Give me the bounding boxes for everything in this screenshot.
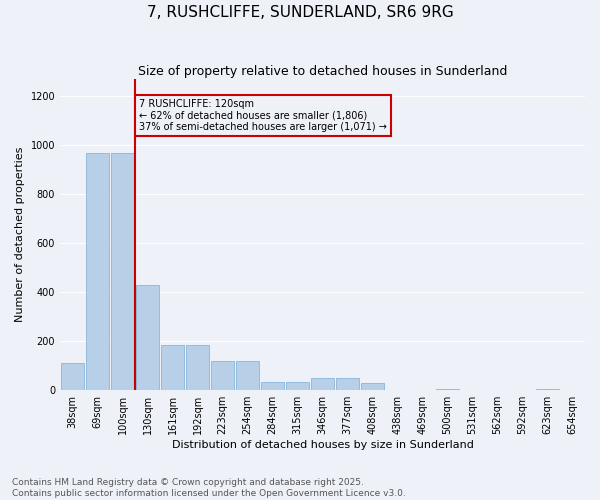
Text: 7, RUSHCLIFFE, SUNDERLAND, SR6 9RG: 7, RUSHCLIFFE, SUNDERLAND, SR6 9RG [146, 5, 454, 20]
Bar [136, 285, 159, 390]
Bar [361, 383, 384, 390]
Bar [211, 361, 234, 390]
Bar [61, 364, 84, 390]
Bar [161, 345, 184, 390]
X-axis label: Distribution of detached houses by size in Sunderland: Distribution of detached houses by size … [172, 440, 473, 450]
Bar [536, 389, 559, 390]
Bar [236, 361, 259, 390]
Text: Contains HM Land Registry data © Crown copyright and database right 2025.
Contai: Contains HM Land Registry data © Crown c… [12, 478, 406, 498]
Bar [286, 382, 309, 390]
Bar [336, 378, 359, 390]
Y-axis label: Number of detached properties: Number of detached properties [15, 147, 25, 322]
Bar [261, 382, 284, 390]
Bar [311, 378, 334, 390]
Bar [86, 152, 109, 390]
Bar [186, 345, 209, 390]
Title: Size of property relative to detached houses in Sunderland: Size of property relative to detached ho… [138, 65, 507, 78]
Bar [111, 152, 134, 390]
Bar [436, 389, 459, 390]
Text: 7 RUSHCLIFFE: 120sqm
← 62% of detached houses are smaller (1,806)
37% of semi-de: 7 RUSHCLIFFE: 120sqm ← 62% of detached h… [139, 99, 386, 132]
